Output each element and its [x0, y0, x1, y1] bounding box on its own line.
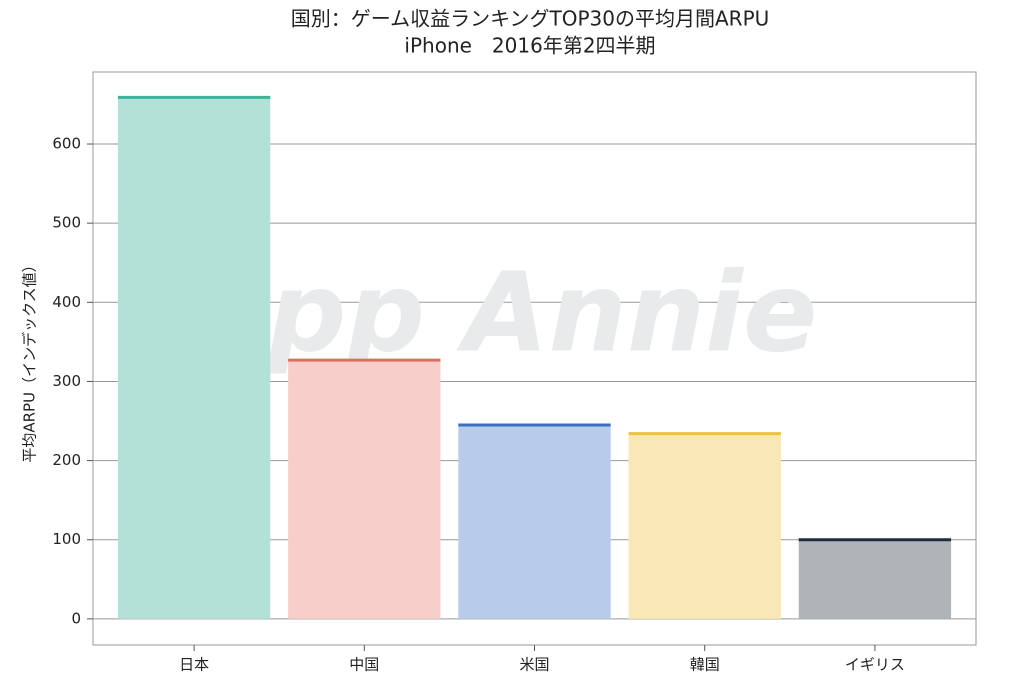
x-tick-label: 米国 [519, 656, 549, 674]
bar [798, 539, 952, 619]
chart-title: 国別：ゲーム収益ランキングTOP30の平均月間ARPU [291, 7, 770, 31]
x-tick-label: 日本 [179, 656, 209, 674]
y-tick-label: 400 [52, 293, 81, 311]
x-tick-label: 韓国 [690, 656, 720, 674]
y-tick-label: 500 [52, 214, 81, 232]
bar [117, 97, 271, 619]
bar [628, 433, 781, 619]
y-axis-label: 平均ARPU（インデックス値） [21, 257, 39, 462]
y-tick-label: 100 [52, 530, 81, 548]
watermark: App Annie [175, 248, 818, 376]
y-tick-label: 200 [52, 451, 81, 469]
y-tick-label: 600 [52, 135, 81, 153]
x-tick-label: イギリス [845, 656, 905, 674]
chart-subtitle: iPhone 2016年第2四半期 [404, 34, 655, 58]
bar [458, 424, 611, 619]
bar [288, 360, 441, 619]
x-tick-label: 中国 [349, 656, 379, 674]
y-tick-label: 300 [52, 372, 81, 390]
y-tick-label: 0 [71, 609, 81, 627]
